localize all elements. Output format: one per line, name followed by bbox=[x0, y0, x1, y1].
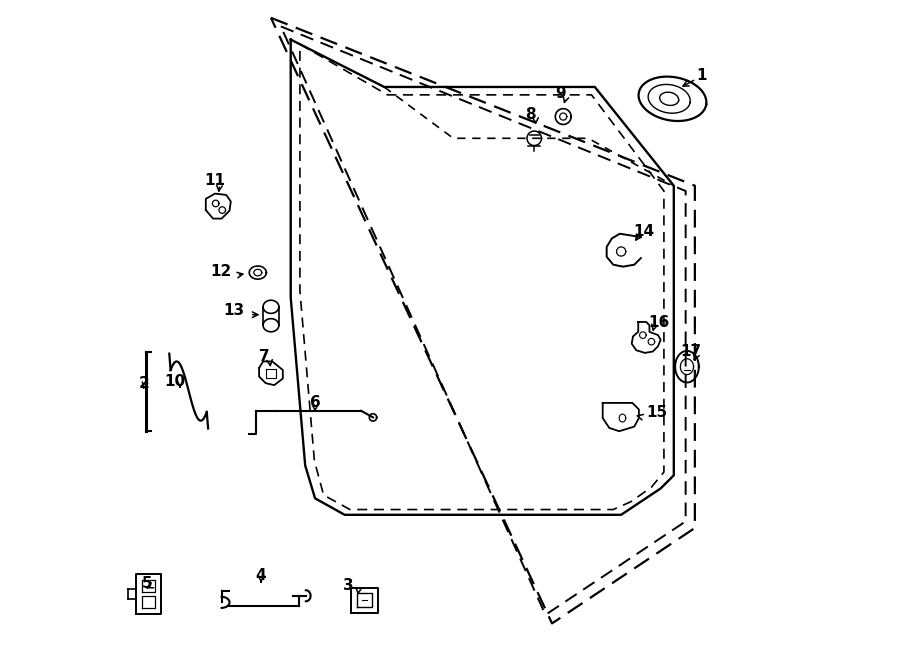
Text: 15: 15 bbox=[646, 405, 667, 420]
Text: 14: 14 bbox=[634, 224, 654, 239]
Text: 6: 6 bbox=[310, 395, 320, 410]
Text: 7: 7 bbox=[259, 349, 270, 364]
Text: 11: 11 bbox=[204, 173, 225, 188]
Text: 10: 10 bbox=[165, 374, 185, 389]
Text: 12: 12 bbox=[211, 264, 231, 279]
Text: 3: 3 bbox=[343, 578, 353, 594]
Text: 4: 4 bbox=[256, 568, 266, 583]
Text: 2: 2 bbox=[139, 375, 149, 391]
Text: 1: 1 bbox=[697, 67, 706, 83]
Text: 17: 17 bbox=[680, 344, 701, 359]
Text: 8: 8 bbox=[525, 107, 535, 122]
Text: 5: 5 bbox=[142, 576, 152, 592]
Text: 13: 13 bbox=[223, 303, 245, 318]
Text: 16: 16 bbox=[649, 315, 670, 330]
Text: 9: 9 bbox=[555, 86, 566, 101]
